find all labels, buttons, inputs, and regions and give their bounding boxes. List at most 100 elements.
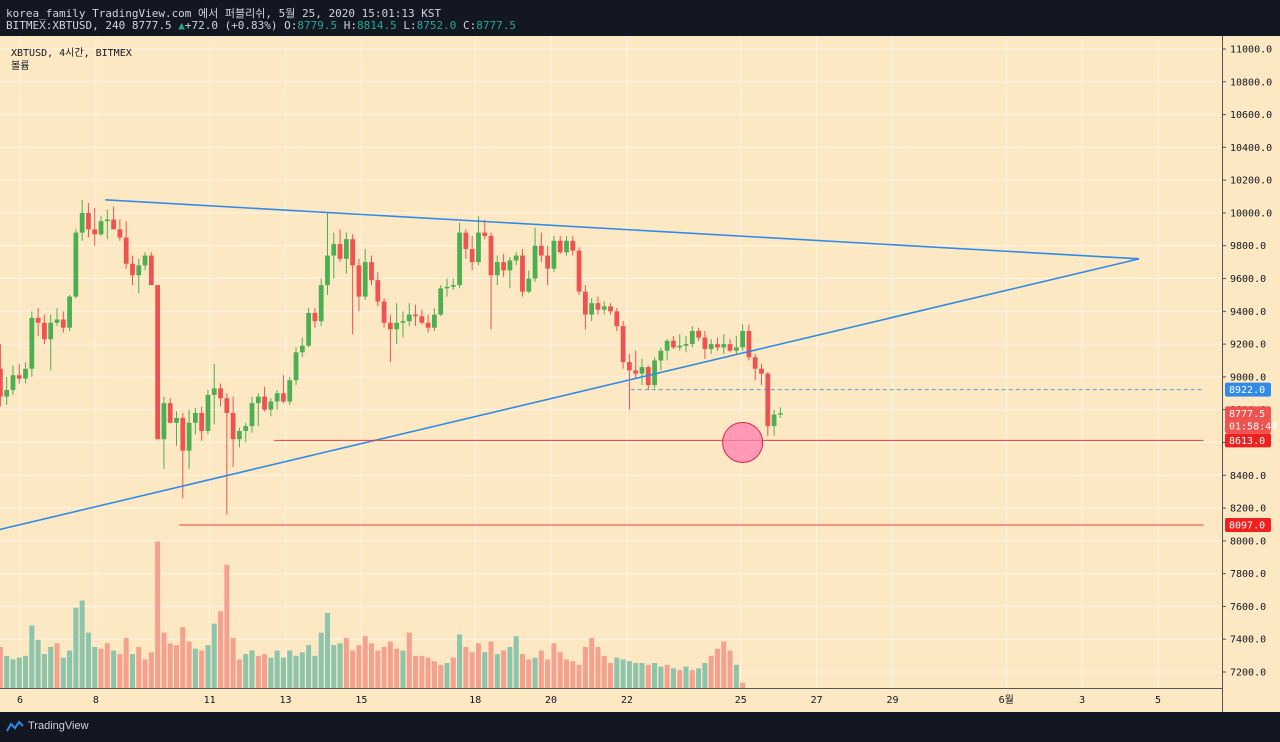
- open-value: 8779.5: [297, 19, 338, 32]
- candle-body: [432, 314, 437, 328]
- candle-body: [488, 235, 494, 276]
- volume-bar: [608, 663, 614, 688]
- candle-body: [746, 330, 752, 358]
- y-tick-label: 8400.0: [1230, 471, 1266, 482]
- y-tick-label: 10600.0: [1230, 110, 1272, 121]
- volume-bar: [79, 600, 85, 688]
- candle-body: [243, 426, 249, 431]
- candle-body: [507, 260, 513, 271]
- volume-bar: [595, 646, 601, 688]
- candle-body: [400, 321, 406, 323]
- candle-body: [199, 412, 205, 431]
- candle-body: [230, 412, 236, 440]
- candle-body: [306, 312, 311, 346]
- price-axis-background: [1222, 36, 1280, 712]
- volume-bar: [280, 657, 286, 688]
- price-label-box: [1225, 517, 1271, 532]
- candle-body: [457, 232, 462, 286]
- volume-bar: [589, 638, 595, 688]
- candle-body: [293, 352, 299, 381]
- volume-bar: [343, 638, 349, 688]
- volume-bar: [230, 638, 236, 688]
- price-label-box: [1225, 382, 1271, 397]
- chart-background: [0, 36, 1280, 712]
- candle-body: [123, 237, 129, 264]
- volume-bar: [419, 655, 425, 688]
- x-tick-label: 6월: [999, 694, 1014, 706]
- candle-body: [155, 285, 161, 440]
- candle-body: [98, 221, 104, 235]
- volume-bar: [570, 661, 576, 688]
- y-tick-label: 10200.0: [1230, 176, 1272, 187]
- volume-bar: [733, 664, 739, 688]
- volume-bar: [350, 650, 356, 688]
- volume-bar: [148, 652, 154, 688]
- candle-body: [564, 240, 569, 253]
- volume-bar: [576, 664, 582, 688]
- tradingview-logo-icon: [6, 720, 24, 732]
- volume-bar: [438, 664, 444, 688]
- volume-bar: [173, 645, 180, 688]
- footer-bar: TradingView: [0, 712, 1280, 742]
- volume-bar: [658, 666, 664, 688]
- volume-bar: [538, 650, 544, 688]
- candle-body: [111, 219, 116, 230]
- candle-body: [268, 401, 274, 410]
- price-chart[interactable]: 11000.0 10800.0 10600.0 10400.0 10200.0 10000…: [0, 36, 1280, 712]
- volume-bar: [394, 648, 400, 688]
- volume-bar: [268, 657, 274, 688]
- close-value: 8777.5: [476, 19, 517, 32]
- volume-bar: [41, 654, 47, 688]
- candle-body: [419, 316, 425, 323]
- candle-body: [733, 347, 739, 351]
- volume-bar: [98, 648, 104, 688]
- candle-body: [318, 285, 324, 322]
- price-label-text: 01:58:49: [1229, 422, 1277, 433]
- candle-body: [664, 340, 670, 351]
- candle-body: [450, 285, 456, 287]
- y-tick-label: 7600.0: [1230, 602, 1266, 613]
- candle-body: [671, 340, 676, 348]
- candle-body: [740, 330, 746, 348]
- price-label-text: 8613.0: [1229, 436, 1265, 447]
- volume-bar: [117, 654, 123, 688]
- volume-bar: [331, 645, 337, 688]
- candle-body: [406, 314, 412, 322]
- candle-body: [469, 249, 475, 263]
- candle-body: [67, 296, 72, 328]
- candle-body: [211, 388, 217, 395]
- candle-body: [192, 412, 198, 423]
- volume-bar: [249, 650, 255, 688]
- x-tick-label: 15: [355, 695, 367, 706]
- candle-body: [538, 245, 544, 256]
- x-tick-label: 18: [469, 695, 481, 706]
- candle-body: [394, 322, 400, 330]
- y-tick-label: 10400.0: [1230, 143, 1272, 154]
- volume-bar: [4, 655, 10, 688]
- volume-bar: [614, 657, 620, 688]
- volume-bar: [708, 655, 714, 688]
- candle-body: [60, 319, 66, 328]
- volume-bar: [683, 666, 689, 688]
- candle-body: [130, 263, 135, 276]
- y-tick-label: 8000.0: [1230, 536, 1266, 547]
- volume-bar: [85, 632, 91, 688]
- price-label-box: [1225, 419, 1271, 434]
- x-tick-label: 27: [811, 695, 823, 706]
- volume-bar: [262, 654, 268, 688]
- candle-body: [237, 430, 242, 440]
- volume-bar: [563, 659, 570, 688]
- candle-body: [627, 362, 632, 371]
- low-value: 8752.0: [416, 19, 457, 32]
- chart-area[interactable]: 11000.0 10800.0 10600.0 10400.0 10200.0 10000…: [0, 36, 1280, 712]
- candle-body: [274, 393, 280, 402]
- candle-body: [142, 255, 148, 266]
- volume-bar: [501, 650, 507, 688]
- candle-body: [582, 291, 588, 315]
- y-tick-label: 10800.0: [1230, 77, 1272, 88]
- tradingview-brand[interactable]: TradingView: [6, 720, 89, 732]
- candle-body: [633, 370, 639, 374]
- candle-body: [325, 255, 330, 286]
- volume-bar: [425, 657, 431, 688]
- y-tick-label: 8200.0: [1230, 504, 1266, 515]
